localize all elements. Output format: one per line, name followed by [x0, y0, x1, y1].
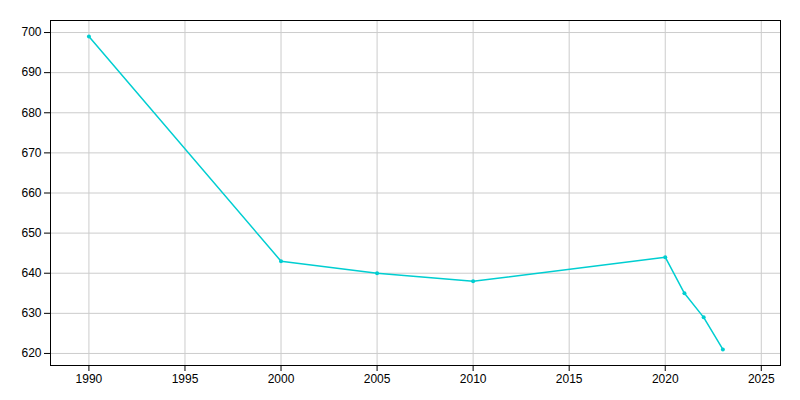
svg-text:2005: 2005 — [364, 372, 391, 386]
svg-text:2020: 2020 — [652, 372, 679, 386]
svg-text:700: 700 — [21, 25, 41, 39]
svg-text:690: 690 — [21, 65, 41, 79]
svg-text:630: 630 — [21, 306, 41, 320]
svg-text:2000: 2000 — [268, 372, 295, 386]
svg-text:680: 680 — [21, 106, 41, 120]
svg-text:1990: 1990 — [76, 372, 103, 386]
svg-text:620: 620 — [21, 346, 41, 360]
svg-text:2015: 2015 — [556, 372, 583, 386]
svg-text:640: 640 — [21, 266, 41, 280]
svg-text:670: 670 — [21, 146, 41, 160]
svg-text:660: 660 — [21, 186, 41, 200]
svg-text:2010: 2010 — [460, 372, 487, 386]
svg-text:1995: 1995 — [172, 372, 199, 386]
svg-text:650: 650 — [21, 226, 41, 240]
svg-text:2025: 2025 — [748, 372, 775, 386]
